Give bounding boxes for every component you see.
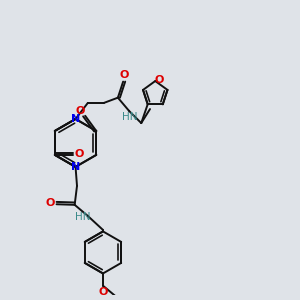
Text: HN: HN [75,212,90,221]
Text: O: O [120,70,129,80]
Text: O: O [46,198,55,208]
Text: O: O [75,106,85,116]
Text: N: N [71,162,80,172]
Text: O: O [75,149,84,159]
Text: N: N [71,114,80,124]
Text: HN: HN [122,112,137,122]
Text: O: O [155,75,164,85]
Text: O: O [98,286,108,297]
